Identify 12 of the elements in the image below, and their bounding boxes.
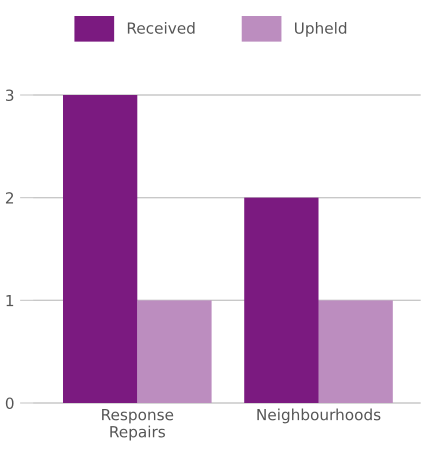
bar	[62, 95, 138, 403]
bar	[137, 300, 212, 403]
x-tick-label: Response Repairs	[102, 409, 174, 440]
bar	[244, 198, 319, 403]
bar	[318, 300, 393, 403]
x-tick-label: Neighbourhoods	[257, 408, 380, 424]
y-tick-label: 1	[6, 295, 14, 306]
legend-label: Upheld	[294, 22, 346, 37]
y-tick-label: 0	[6, 397, 14, 410]
y-tick-label: 2	[6, 192, 14, 204]
y-tick-label: 3	[6, 89, 14, 102]
legend-label: Received	[128, 22, 194, 34]
